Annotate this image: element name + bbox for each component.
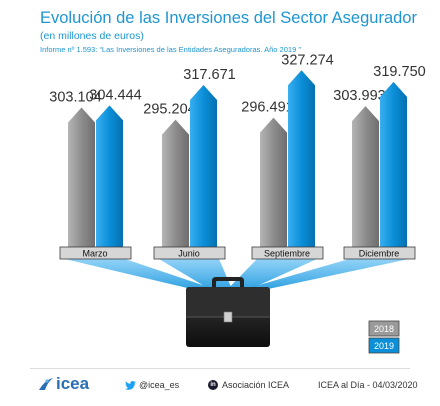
footer: icea @icea_es in Asociación ICEA ICEA al… xyxy=(0,368,440,398)
linkedin-name: Asociación ICEA xyxy=(222,380,290,390)
bar-2019-septiembre xyxy=(288,70,315,247)
category-band-diciembre xyxy=(343,246,416,260)
category-labels: Marzo Junio Septiembre Diciembre xyxy=(59,246,416,260)
legend-swatch-2018 xyxy=(368,320,400,337)
bar-2018-diciembre xyxy=(352,106,379,247)
value-label-2019-septiembre: 327.274 xyxy=(281,52,333,68)
chart-subtitle: (en millones de euros) xyxy=(40,30,144,42)
chart-title: Evolución de las Inversiones del Sector … xyxy=(40,9,417,27)
linkedin-link[interactable]: in Asociación ICEA xyxy=(208,380,289,390)
twitter-handle: @icea_es xyxy=(139,380,180,390)
briefcase-icon xyxy=(186,277,270,347)
report-note: Informe nº 1.593: “Las Inversiones de la… xyxy=(40,45,301,54)
ray-diciembre xyxy=(221,259,409,296)
bar-2018-junio xyxy=(162,119,189,247)
bar-2019-junio xyxy=(190,85,217,247)
bar-2018-septiembre xyxy=(260,117,287,247)
icea-logo[interactable]: icea xyxy=(38,374,89,394)
category-band-marzo xyxy=(59,246,132,260)
footer-date: ICEA al Día - 04/03/2020 xyxy=(318,380,418,390)
linkedin-icon: in xyxy=(208,380,218,390)
bar-2019-diciembre xyxy=(380,81,407,247)
ray-septiembre xyxy=(221,259,317,296)
bar-2018-marzo xyxy=(68,107,95,247)
twitter-bird-icon xyxy=(125,380,136,390)
chart-legend: 2018 2019 xyxy=(368,320,400,354)
ray-marzo xyxy=(65,259,235,296)
value-label-2019-junio: 317.671 xyxy=(183,67,235,83)
category-label-septiembre: Septiembre xyxy=(264,249,310,259)
bar-2019-marzo xyxy=(96,105,123,247)
category-band-septiembre xyxy=(251,246,324,260)
value-label-2019-marzo: 304.444 xyxy=(89,87,141,103)
light-rays xyxy=(65,259,409,296)
legend-label-2019: 2019 xyxy=(374,341,394,351)
legend-swatch-2019 xyxy=(368,337,400,354)
value-label-2018-septiembre: 296.491 xyxy=(241,100,293,116)
category-band-junio xyxy=(153,246,226,260)
value-label-2018-marzo: 303.104 xyxy=(49,89,101,105)
value-label-2019-diciembre: 319.750 xyxy=(373,64,425,80)
logo-text: icea xyxy=(56,374,90,393)
value-label-2018-diciembre: 303.993 xyxy=(333,88,385,104)
footer-divider xyxy=(30,368,410,369)
twitter-link[interactable]: @icea_es xyxy=(125,380,179,390)
category-label-junio: Junio xyxy=(178,249,200,259)
legend-label-2018: 2018 xyxy=(374,324,394,334)
icea-logo-icon xyxy=(39,378,53,390)
value-label-2018-junio: 295.204 xyxy=(143,102,195,118)
category-label-marzo: Marzo xyxy=(82,249,107,259)
category-label-diciembre: Diciembre xyxy=(359,249,400,259)
